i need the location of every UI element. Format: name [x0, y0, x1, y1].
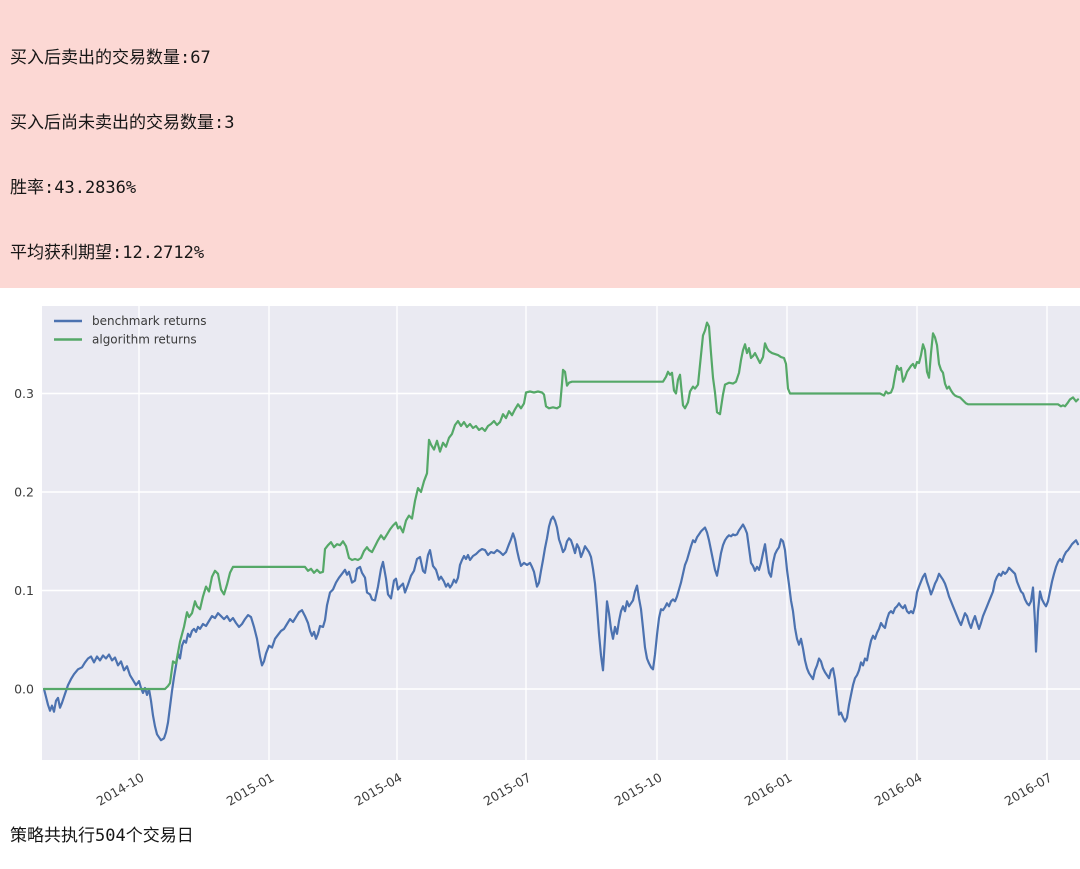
legend-label-benchmark: benchmark returns	[92, 314, 207, 328]
returns-chart-figure: 0.0 0.1 0.2 0.3 2014-10 2015-01 2015-04 2015-07…	[0, 288, 1080, 809]
y-tick-label: 0.2	[14, 485, 34, 500]
algorithm-returns-line	[42, 321, 1080, 691]
benchmark-returns-line	[42, 515, 1080, 742]
backtest-stats-output: 买入后卖出的交易数量:67 买入后尚未卖出的交易数量:3 胜率:43.2836%…	[0, 0, 1080, 846]
y-tick-label: 0.3	[14, 386, 34, 401]
x-tick-label: 2015-07	[481, 770, 534, 807]
x-tick-label: 2016-04	[872, 770, 925, 807]
stat-trades-closed: 买入后卖出的交易数量:67	[10, 48, 211, 69]
x-tick-label: 2014-10	[94, 770, 147, 807]
stat-trading-days: 策略共执行504个交易日	[10, 825, 194, 846]
x-tick-label: 2015-04	[352, 770, 405, 807]
stat-avg-profit: 平均获利期望:12.2712%	[10, 242, 205, 263]
stat-win-rate: 胜率:43.2836%	[10, 177, 137, 198]
y-tick-label: 0.1	[14, 583, 34, 598]
stat-trades-open: 买入后尚未卖出的交易数量:3	[10, 112, 235, 133]
x-tick-label: 2015-01	[224, 770, 277, 807]
x-tick-label: 2016-01	[742, 770, 795, 807]
x-tick-label: 2015-10	[612, 770, 665, 807]
legend-label-algorithm: algorithm returns	[92, 333, 197, 347]
plot-area	[42, 306, 1080, 760]
x-tick-label: 2016-07	[1002, 770, 1055, 807]
y-tick-label: 0.0	[14, 682, 34, 697]
returns-chart: 0.0 0.1 0.2 0.3 2014-10 2015-01 2015-04 2015-07…	[14, 306, 1080, 809]
